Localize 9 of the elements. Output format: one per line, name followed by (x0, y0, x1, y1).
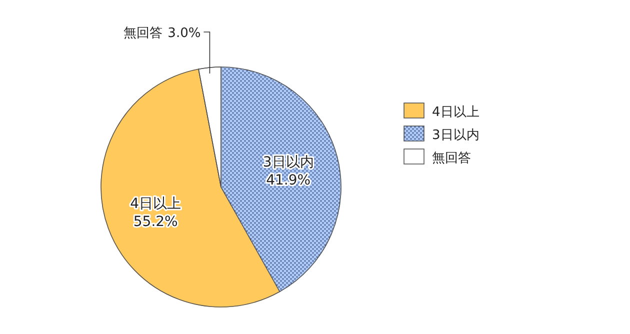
slice-label: 3日以内 (262, 154, 314, 170)
legend-label: 4日以上 (432, 105, 480, 120)
slice-label: 無回答 (124, 26, 163, 41)
data-label: 41.9% (266, 172, 311, 188)
legend-label: 無回答 (432, 151, 471, 166)
data-label: 55.2% (133, 214, 178, 230)
legend-label: 3日以内 (432, 128, 480, 143)
slice-label: 4日以上 (130, 196, 182, 212)
data-label: 3.0% (168, 26, 201, 41)
